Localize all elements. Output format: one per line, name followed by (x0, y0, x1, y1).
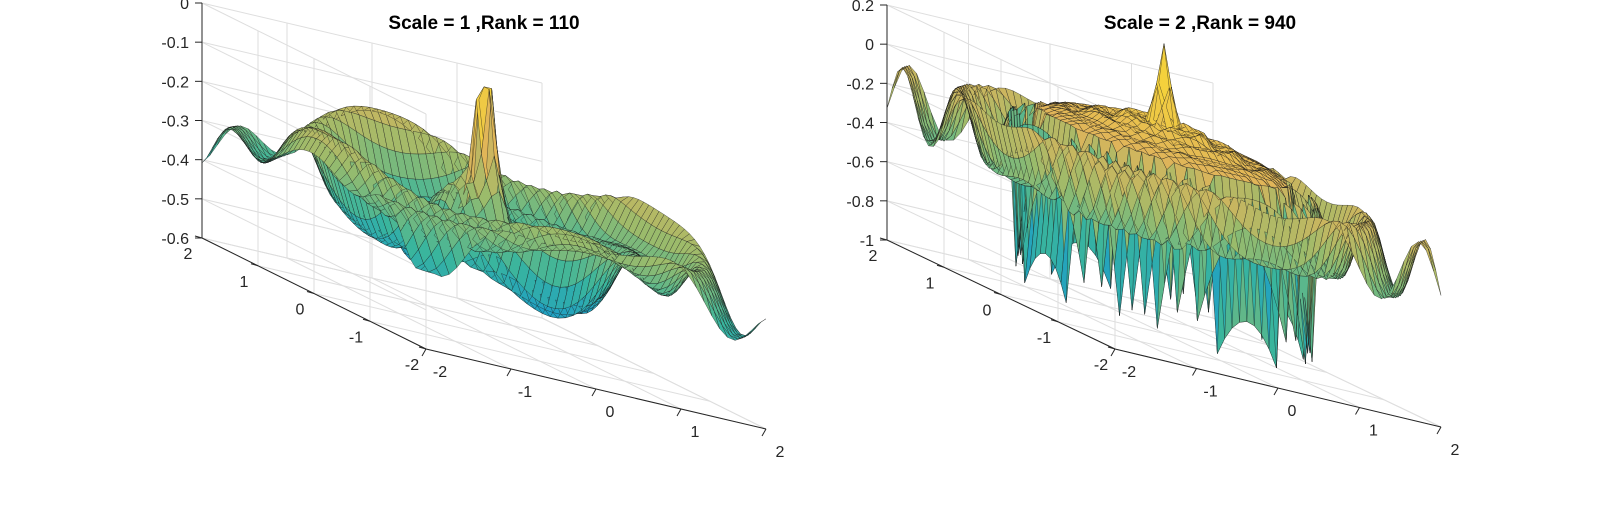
surface-patch (753, 318, 767, 330)
surface-chart-left: -2-1012-2-1012-0.6-0.5-0.4-0.3-0.2-0.10 … (161, 0, 784, 461)
surface-patch (1428, 248, 1442, 296)
wall-grid-line (201, 2, 427, 115)
x-tick-label: -1 (518, 384, 532, 401)
wall-grid-line (201, 2, 543, 84)
y-tick-mark (362, 318, 371, 322)
y-tick-label: 0 (296, 302, 305, 319)
y-tick-label: -2 (405, 357, 419, 374)
z-tick-label: -0.4 (846, 116, 874, 133)
y-tick-mark (936, 264, 945, 268)
z-tick-label: -1 (860, 233, 874, 250)
z-tick-label: -0.5 (161, 192, 189, 209)
x-tick-mark (1110, 348, 1116, 357)
z-tick-label: -0.1 (161, 35, 189, 52)
z-tick-label: 0 (180, 0, 189, 13)
x-tick-label: -2 (1122, 364, 1136, 381)
x-tick-mark (421, 348, 427, 357)
floor-grid-line (313, 293, 655, 374)
x-tick-label: -2 (433, 364, 447, 381)
y-tick-mark (993, 292, 1002, 295)
x-tick-label: 0 (1288, 403, 1297, 420)
x-tick-mark (761, 428, 767, 437)
axes-box-left (194, 2, 767, 437)
y-tick-label: -1 (349, 329, 363, 346)
z-tick-label: -0.6 (161, 231, 189, 248)
x-tick-mark (506, 368, 512, 377)
wall-grid-line (886, 161, 1116, 272)
x-tick-mark (1192, 368, 1197, 376)
wall-grid-line (886, 200, 1116, 311)
z-tick-label: -0.8 (846, 194, 874, 211)
x-tick-mark (1273, 387, 1279, 396)
x-tick-label: 1 (691, 424, 700, 441)
surface-plot-left (201, 86, 767, 341)
y-tick-mark (306, 291, 315, 294)
z-tick-label: -0.3 (161, 114, 189, 131)
floor-grid-line (369, 320, 711, 402)
floor-grid-line (257, 265, 599, 347)
y-tick-mark (1050, 319, 1059, 323)
y-tick-label: 2 (869, 248, 878, 265)
z-tick-label: -0.6 (846, 155, 874, 172)
axes-box-right (879, 4, 1442, 435)
chart-title-right: Scale = 2 ,Rank = 940 (1104, 13, 1296, 34)
y-tick-label: 2 (184, 246, 193, 263)
floor-grid-line (1057, 321, 1385, 401)
z-tick-label: -0.2 (161, 74, 189, 91)
y-tick-mark (250, 263, 259, 267)
x-tick-label: 2 (1451, 442, 1460, 459)
x-tick-mark (1436, 426, 1442, 435)
chart-title-left: Scale = 1 ,Rank = 110 (388, 13, 579, 34)
y-tick-label: 0 (983, 303, 992, 320)
y-tick-mark (1107, 346, 1116, 350)
wall-grid-line (201, 237, 543, 319)
floor-edge-line (541, 317, 767, 430)
surface-plot-right (886, 43, 1442, 368)
wall-grid-line (201, 198, 427, 311)
x-tick-mark (591, 388, 597, 397)
z-tick-label: -0.4 (161, 153, 189, 170)
floor-edge-line (1212, 317, 1442, 428)
wall-grid-line (886, 4, 1214, 84)
x-tick-mark (676, 408, 682, 417)
x-tick-label: -1 (1203, 384, 1217, 401)
floor-grid-line (1000, 294, 1328, 373)
y-tick-mark (418, 346, 427, 350)
z-tick-label: 0.2 (852, 0, 874, 15)
wall-grid-line (201, 159, 427, 272)
wall-grid-line (886, 4, 1116, 115)
x-tick-label: 2 (776, 444, 785, 461)
y-tick-label: 1 (240, 274, 249, 291)
x-tick-label: 1 (1369, 423, 1378, 440)
y-tick-label: -1 (1037, 330, 1051, 347)
y-tick-label: 1 (926, 275, 935, 292)
x-tick-mark (1355, 407, 1360, 415)
z-tick-label: -0.2 (846, 76, 874, 93)
x-tick-label: 0 (606, 404, 615, 421)
z-tick-label: 0 (865, 37, 874, 54)
y-tick-label: -2 (1094, 357, 1108, 374)
